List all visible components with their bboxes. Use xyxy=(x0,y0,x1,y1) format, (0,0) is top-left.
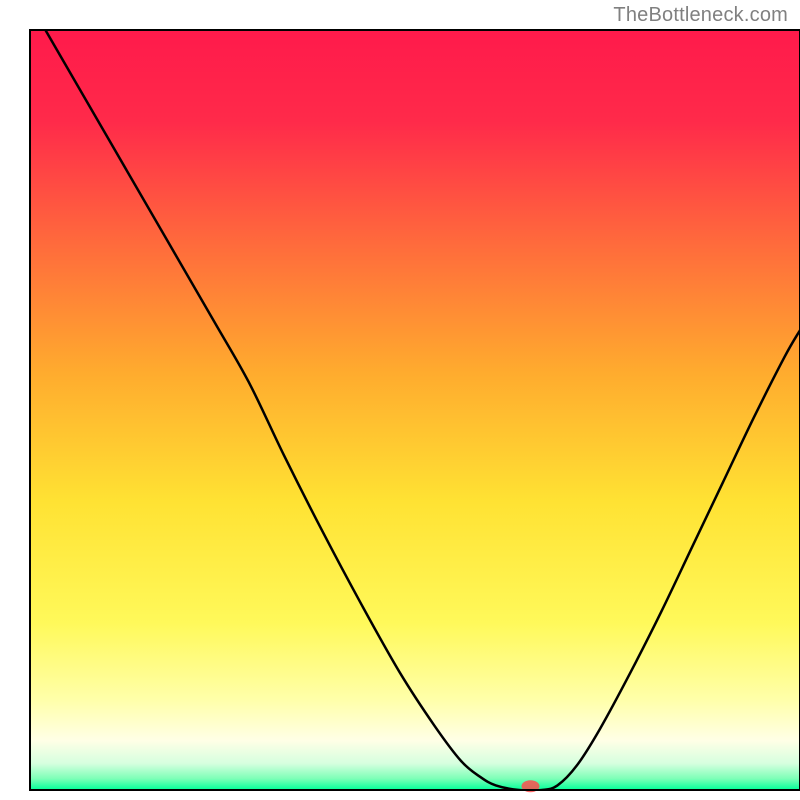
chart-canvas: TheBottleneck.com xyxy=(0,0,800,800)
bottleneck-chart xyxy=(0,0,800,800)
gradient-background xyxy=(30,30,800,790)
